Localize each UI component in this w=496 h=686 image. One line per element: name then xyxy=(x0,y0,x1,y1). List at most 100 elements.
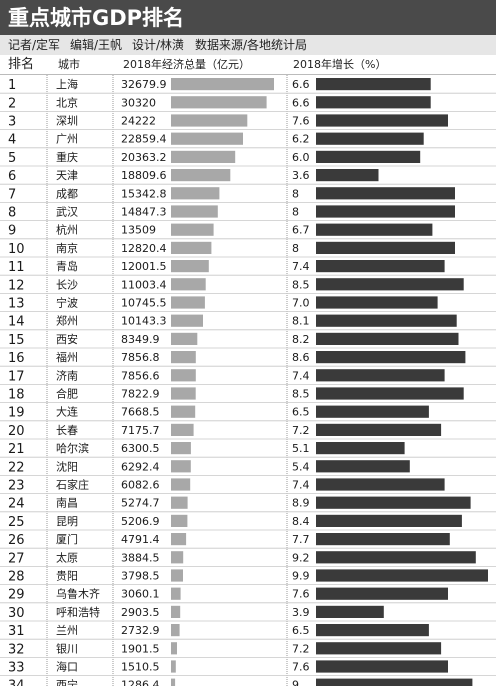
growth-bar xyxy=(316,642,442,655)
city-label: 兰州 xyxy=(56,624,78,637)
credit-source: 数据来源/各地统计局 xyxy=(195,38,308,52)
gdp-bar xyxy=(171,660,176,673)
gdp-value-label: 22859.4 xyxy=(121,133,167,146)
growth-bar xyxy=(316,314,457,327)
gdp-bar xyxy=(171,605,181,618)
gdp-value-label: 7822.9 xyxy=(121,388,160,401)
growth-bar xyxy=(316,478,445,491)
growth-bar xyxy=(316,241,455,254)
gdp-bar xyxy=(171,369,196,382)
gdp-bar xyxy=(171,587,181,600)
gdp-bar xyxy=(171,678,176,686)
gdp-bar xyxy=(171,241,212,254)
gdp-bar xyxy=(171,278,206,291)
gdp-value-label: 18809.6 xyxy=(121,169,167,182)
rank-label: 26 xyxy=(8,533,25,548)
city-label: 天津 xyxy=(56,169,78,182)
growth-value-label: 9.2 xyxy=(292,551,310,564)
city-label: 成都 xyxy=(56,187,78,200)
growth-bar xyxy=(316,150,421,163)
gdp-value-label: 30320 xyxy=(121,96,156,109)
growth-value-label: 8.1 xyxy=(292,315,310,328)
credits-bar: 记者/定军 编辑/王帆 设计/林潢 数据来源/各地统计局 xyxy=(0,35,496,55)
gdp-value-label: 2903.5 xyxy=(121,606,160,619)
city-label: 厦门 xyxy=(56,532,78,546)
growth-value-label: 8 xyxy=(292,187,299,200)
gdp-bar xyxy=(171,624,180,637)
growth-bar xyxy=(316,169,379,182)
city-label: 南昌 xyxy=(56,497,78,510)
rank-label: 25 xyxy=(8,515,25,530)
growth-bar xyxy=(316,551,476,564)
city-label: 银川 xyxy=(56,641,78,655)
growth-bar xyxy=(316,442,405,455)
gdp-bar xyxy=(171,551,184,564)
growth-bar xyxy=(316,187,455,200)
gdp-bar xyxy=(171,169,231,182)
gdp-bar xyxy=(171,132,243,145)
city-label: 长沙 xyxy=(56,278,78,291)
growth-value-label: 9 xyxy=(292,679,299,686)
growth-value-label: 7.6 xyxy=(292,588,310,601)
rank-label: 20 xyxy=(8,424,25,439)
growth-value-label: 6.5 xyxy=(292,624,310,637)
growth-bar xyxy=(316,296,438,309)
rank-label: 22 xyxy=(8,460,25,475)
growth-value-label: 7.4 xyxy=(292,260,310,273)
gdp-bar xyxy=(171,114,248,127)
growth-value-label: 6.0 xyxy=(292,151,310,164)
column-header-gdp: 2018年经济总量（亿元） xyxy=(123,58,250,71)
gdp-value-label: 3798.5 xyxy=(121,570,160,583)
gdp-bar xyxy=(171,351,196,364)
growth-bar xyxy=(316,533,450,546)
rank-label: 19 xyxy=(8,406,25,421)
gdp-value-label: 11003.4 xyxy=(121,278,167,291)
column-header-city: 城市 xyxy=(58,58,80,71)
gdp-bar xyxy=(171,223,214,236)
growth-value-label: 7.7 xyxy=(292,533,310,546)
rank-label: 31 xyxy=(8,624,25,639)
rank-label: 24 xyxy=(8,497,25,512)
city-label: 石家庄 xyxy=(56,478,89,492)
growth-bar xyxy=(316,460,410,473)
city-label: 济南 xyxy=(56,368,78,382)
gdp-bar xyxy=(171,387,196,400)
rank-label: 33 xyxy=(8,661,25,676)
city-label: 福州 xyxy=(56,350,78,364)
city-label: 广州 xyxy=(56,133,78,146)
gdp-value-label: 1901.5 xyxy=(121,642,160,655)
gdp-value-label: 5206.9 xyxy=(121,515,160,528)
gdp-value-label: 6300.5 xyxy=(121,442,160,455)
rank-label: 21 xyxy=(8,442,25,457)
city-label: 重庆 xyxy=(56,150,78,164)
gdp-value-label: 7175.7 xyxy=(121,424,160,437)
growth-bar xyxy=(316,351,466,364)
rank-label: 34 xyxy=(8,679,25,686)
city-label: 青岛 xyxy=(56,259,78,273)
growth-bar xyxy=(316,423,442,436)
gdp-value-label: 10143.3 xyxy=(121,315,167,328)
gdp-value-label: 8349.9 xyxy=(121,333,160,346)
gdp-value-label: 5274.7 xyxy=(121,497,160,510)
growth-value-label: 8.5 xyxy=(292,388,310,401)
growth-bar xyxy=(316,660,448,673)
city-label: 太原 xyxy=(56,551,78,564)
growth-bar xyxy=(316,114,448,127)
gdp-bar xyxy=(171,205,218,218)
gdp-bar xyxy=(171,642,177,655)
growth-bar xyxy=(316,223,433,236)
column-header-rank: 排名 xyxy=(8,57,35,72)
city-label: 深圳 xyxy=(56,115,78,128)
rank-label: 32 xyxy=(8,642,25,657)
credit-designer: 设计/林潢 xyxy=(132,38,185,52)
growth-bar xyxy=(316,496,471,509)
growth-bar xyxy=(316,78,431,91)
gdp-bar xyxy=(171,314,203,327)
growth-bar xyxy=(316,332,459,345)
growth-value-label: 8 xyxy=(292,206,299,219)
rank-label: 15 xyxy=(8,333,25,348)
rank-label: 16 xyxy=(8,351,25,366)
city-label: 北京 xyxy=(56,95,78,109)
gdp-value-label: 1510.5 xyxy=(121,661,160,674)
growth-value-label: 8.5 xyxy=(292,278,310,291)
